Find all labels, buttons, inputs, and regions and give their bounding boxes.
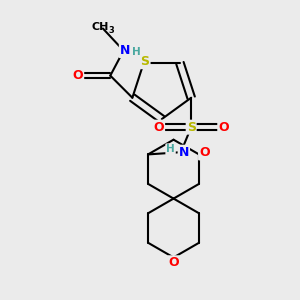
Text: 3: 3	[108, 26, 114, 35]
Text: CH: CH	[92, 22, 109, 32]
Text: O: O	[168, 256, 179, 269]
Text: O: O	[199, 146, 210, 159]
Text: O: O	[73, 69, 83, 82]
Text: N: N	[178, 146, 189, 159]
Text: H: H	[132, 47, 141, 57]
Text: H: H	[166, 144, 175, 154]
Text: O: O	[218, 121, 229, 134]
Text: O: O	[154, 121, 164, 134]
Text: S: S	[141, 55, 150, 68]
Text: S: S	[187, 121, 196, 134]
Text: N: N	[120, 44, 130, 57]
